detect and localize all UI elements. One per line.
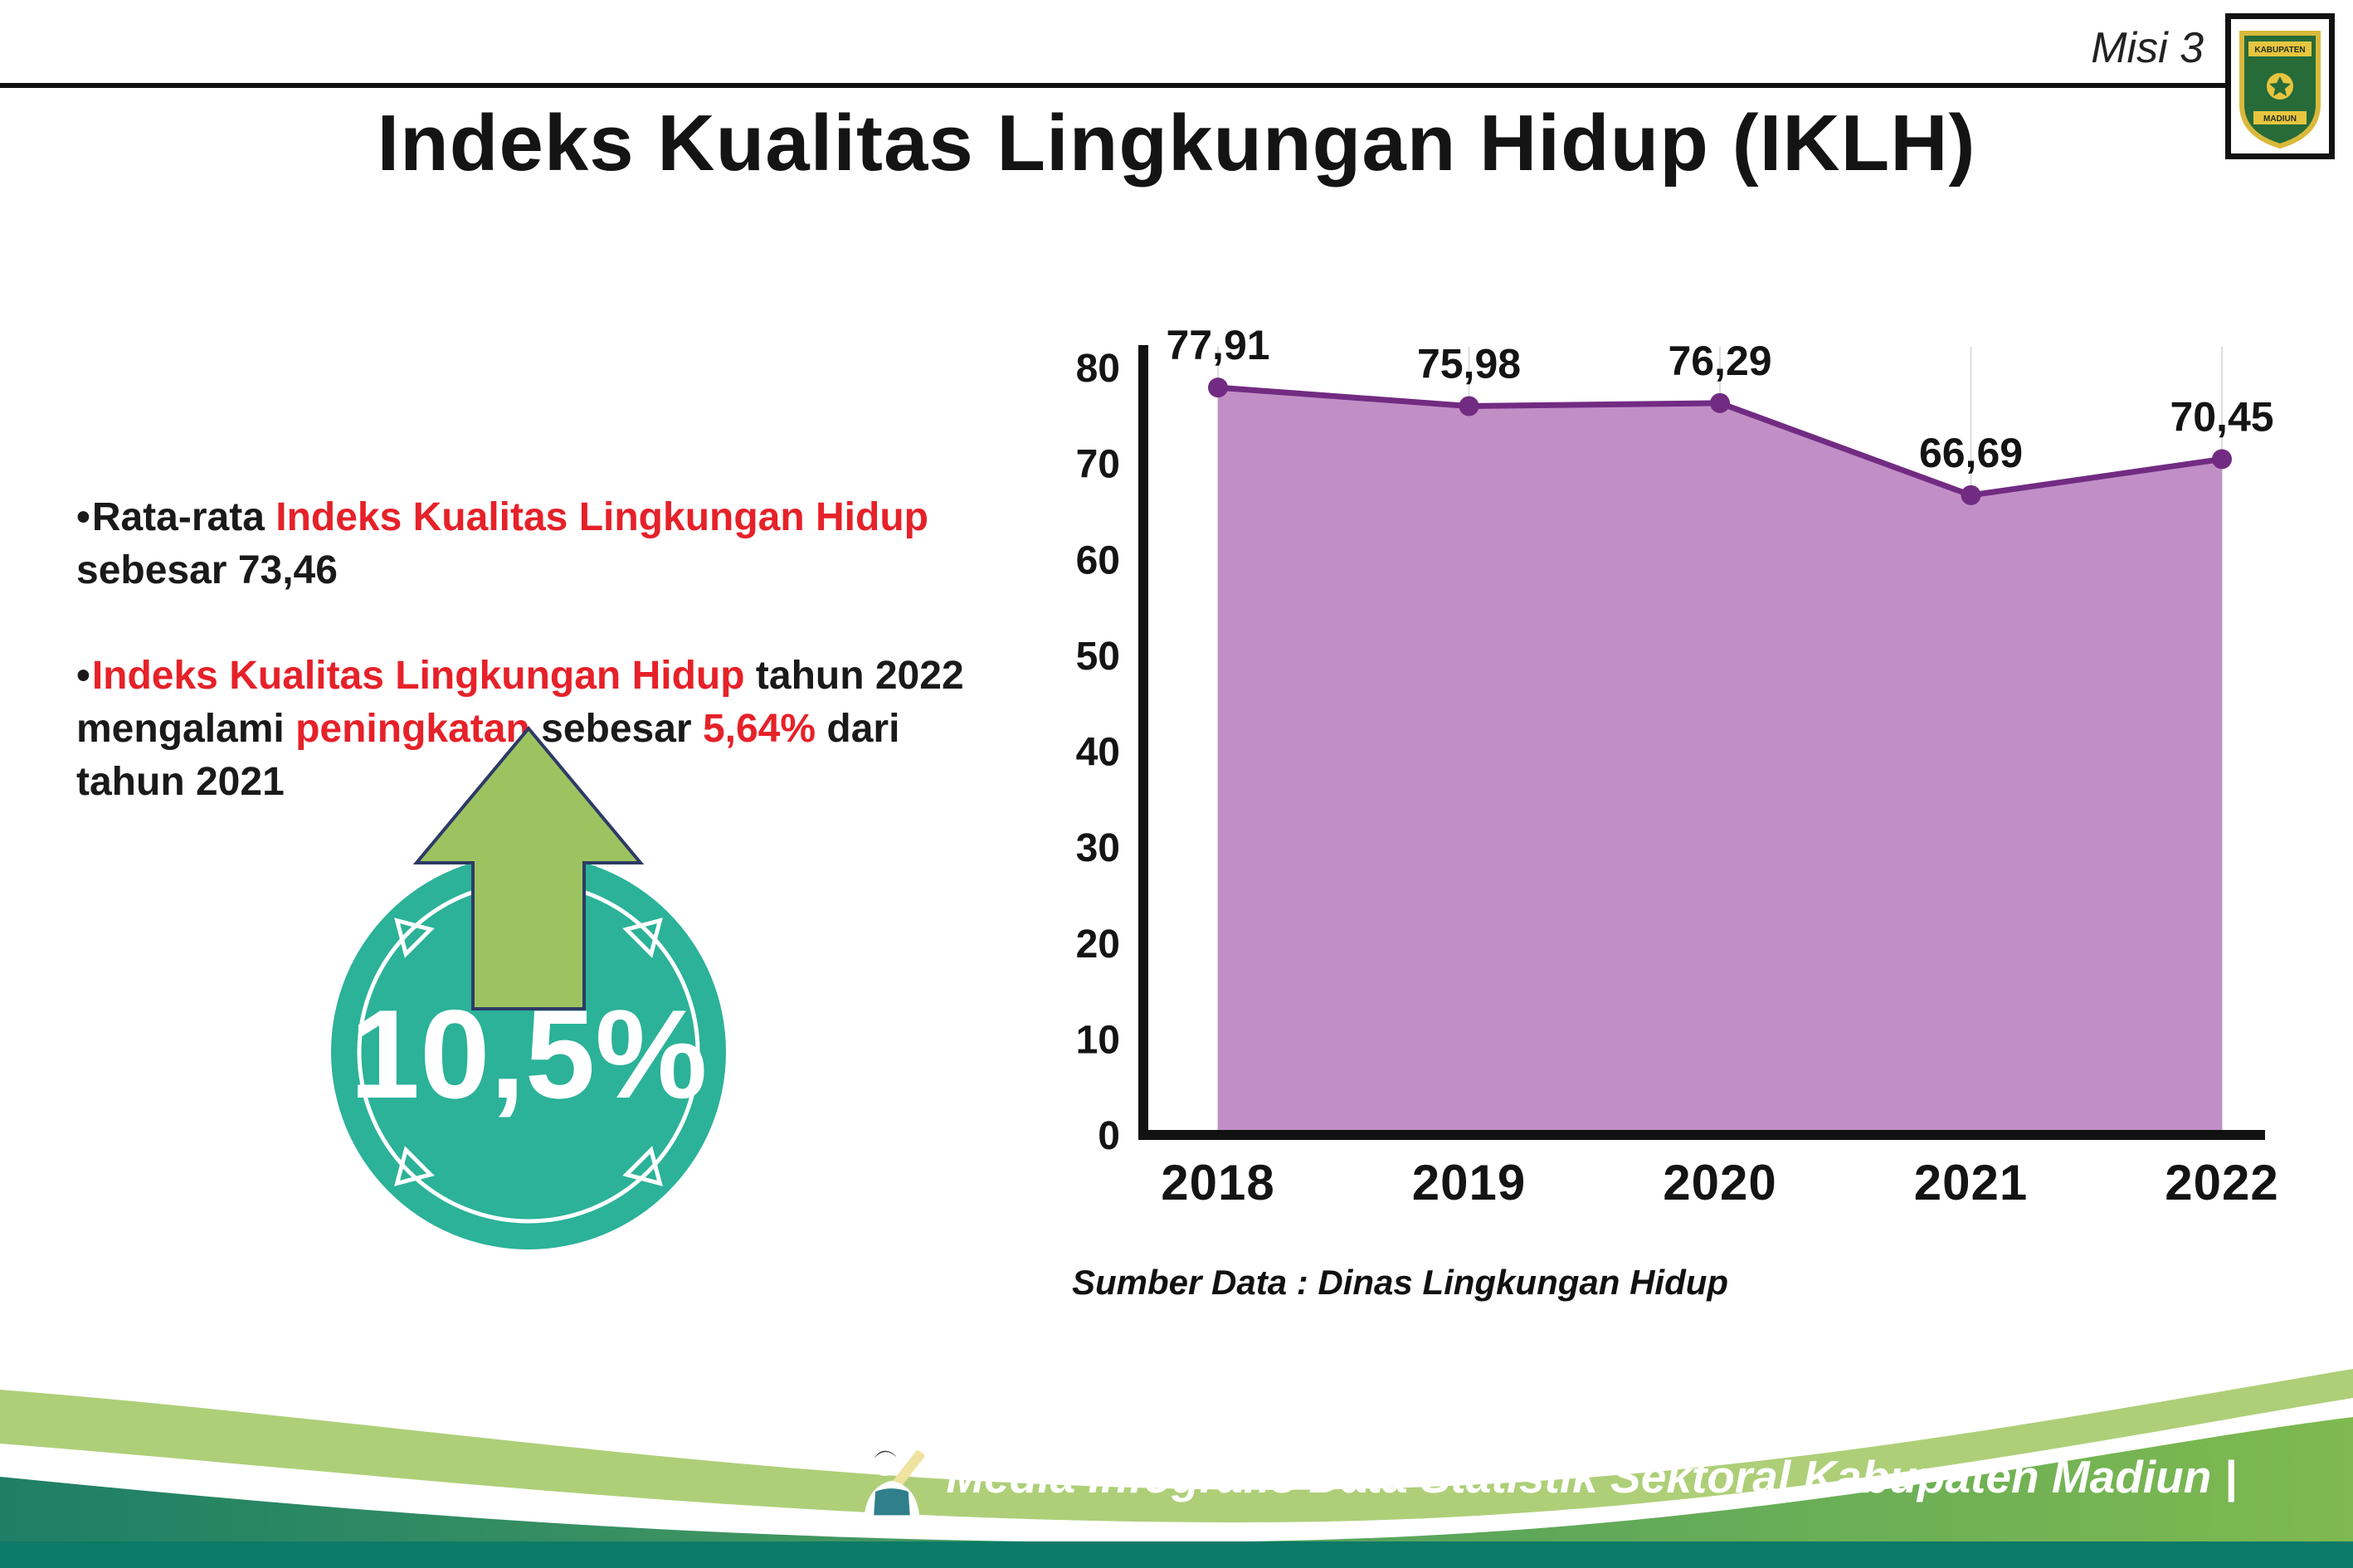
text-segment: peningkatan <box>295 706 530 751</box>
bullet-text: Rata-rata Indeks Kualitas Lingkungan Hid… <box>76 495 928 592</box>
logo-bottom-text: MADIUN <box>2263 114 2297 124</box>
y-tick-label: 0 <box>1098 1114 1120 1158</box>
y-tick-label: 20 <box>1076 923 1120 967</box>
kabupaten-madiun-logo: KABUPATEN MADIUN <box>2225 13 2335 159</box>
data-label: 70,45 <box>2170 393 2273 440</box>
shield-logo-icon: KABUPATEN MADIUN <box>2239 31 2321 149</box>
up-arrow-icon <box>412 725 645 1010</box>
data-label: 75,98 <box>1417 340 1521 387</box>
y-tick-label: 10 <box>1076 1018 1120 1062</box>
y-tick-label: 60 <box>1076 538 1120 582</box>
data-point <box>2212 449 2232 470</box>
footer-waves <box>0 1369 2353 1568</box>
shield-star <box>2269 76 2291 96</box>
shield-bottom-banner <box>2253 111 2307 124</box>
badge-tick-ne <box>622 918 663 958</box>
y-tick-label: 70 <box>1076 443 1120 487</box>
x-tick-label: 2022 <box>2165 1155 2278 1210</box>
bullet-point-average: •Rata-rata Indeks Kualitas Lingkungan Hi… <box>76 491 1001 598</box>
badge-tick-sw <box>394 1146 435 1186</box>
text-segment: Rata-rata <box>91 495 276 539</box>
iklh-area-chart: 0 10 20 30 40 50 60 70 80 77,91 75,98 76,29 66,69 70,… <box>1076 322 2278 1210</box>
data-point <box>1459 396 1479 416</box>
data-label: 76,29 <box>1668 338 1771 384</box>
text-segment: dari tahun 2021 <box>76 706 900 805</box>
text-segment: Indeks Kualitas Lingkungan Hidup <box>275 495 928 539</box>
text-segment: sebesar 73,46 <box>76 548 338 593</box>
badge-value: 10,5% <box>350 984 708 1125</box>
text-segment: Indeks Kualitas Lingkungan Hidup <box>91 653 745 698</box>
mascot-icon <box>865 1450 925 1516</box>
bullet-marker: • <box>76 653 90 698</box>
bullet-point-increase: •Indeks Kualitas Lingkungan Hidup tahun … <box>76 650 1001 810</box>
footer-credit: Media Infografis Data Statistik Sektoral… <box>851 1434 2237 1520</box>
text-segment: 5,64% <box>702 706 816 751</box>
x-tick-label: 2018 <box>1161 1155 1274 1210</box>
shield-top-banner <box>2248 41 2312 56</box>
y-tick-label: 40 <box>1076 731 1120 775</box>
chart-container: 0 10 20 30 40 50 60 70 80 77,91 75,98 76,29 66,69 70,… <box>1019 297 2280 1259</box>
x-tick-label: 2020 <box>1663 1155 1776 1210</box>
text-segment: sebesar <box>529 706 703 751</box>
data-label: 77,91 <box>1166 322 1269 368</box>
x-tick-label: 2021 <box>1914 1155 2028 1210</box>
increase-badge: 10,5% <box>331 725 726 1249</box>
header-rule <box>0 83 2240 88</box>
page-title: Indeks Kualitas Lingkungan Hidup (IKLH) <box>377 99 1976 187</box>
footer-strip <box>0 1541 2353 1568</box>
footer-credit-text: Media Infografis Data Statistik Sektoral… <box>946 1451 2237 1502</box>
y-tick-label: 50 <box>1076 635 1120 679</box>
footer: Media Infografis Data Statistik Sektoral… <box>0 1344 2353 1568</box>
data-source: Sumber Data : Dinas Lingkungan Hidup <box>1072 1263 1729 1302</box>
badge-tick-nw <box>394 918 435 958</box>
data-point <box>1710 392 1730 413</box>
bullet-text: Indeks Kualitas Lingkungan Hidup tahun 2… <box>76 654 964 805</box>
badge-circle <box>331 855 726 1249</box>
text-segment: tahun 2022 mengalami <box>76 653 964 751</box>
bullet-marker: • <box>76 495 90 539</box>
y-tick-label: 30 <box>1076 826 1120 870</box>
x-tick-label: 2019 <box>1412 1155 1526 1210</box>
badge-tick-se <box>622 1146 663 1186</box>
data-point <box>1961 485 1981 505</box>
chart-area <box>1218 387 2222 1135</box>
misi-label: Misi 3 <box>2091 24 2204 72</box>
data-point <box>1208 377 1228 398</box>
key-points: •Rata-rata Indeks Kualitas Lingkungan Hi… <box>76 491 1001 861</box>
y-tick-label: 80 <box>1076 347 1120 391</box>
logo-top-text: KABUPATEN <box>2254 46 2305 55</box>
wave-main <box>0 1417 2353 1568</box>
data-label: 66,69 <box>1919 430 2023 476</box>
